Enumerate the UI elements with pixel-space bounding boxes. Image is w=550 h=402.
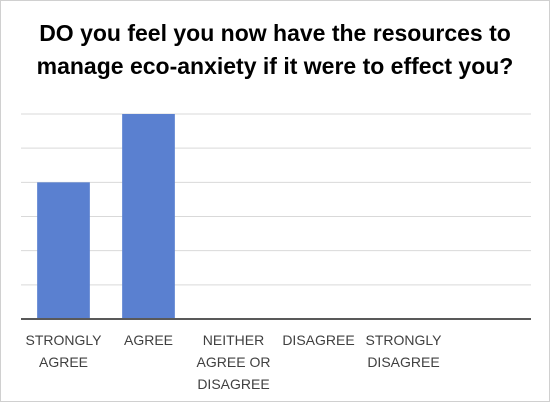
x-tick-label: NEITHER AGREE OR DISAGREE	[196, 332, 271, 392]
chart-title: DO you feel you now have the resources t…	[36, 20, 514, 79]
x-tick-label: AGREE	[123, 332, 173, 348]
x-tick-label: STRONGLY DISAGREE	[365, 332, 442, 370]
x-tick-label: DISAGREE	[282, 332, 355, 348]
bar	[37, 182, 90, 319]
x-tick-label: STRONGLY AGREE	[25, 332, 102, 370]
bar	[122, 114, 175, 319]
